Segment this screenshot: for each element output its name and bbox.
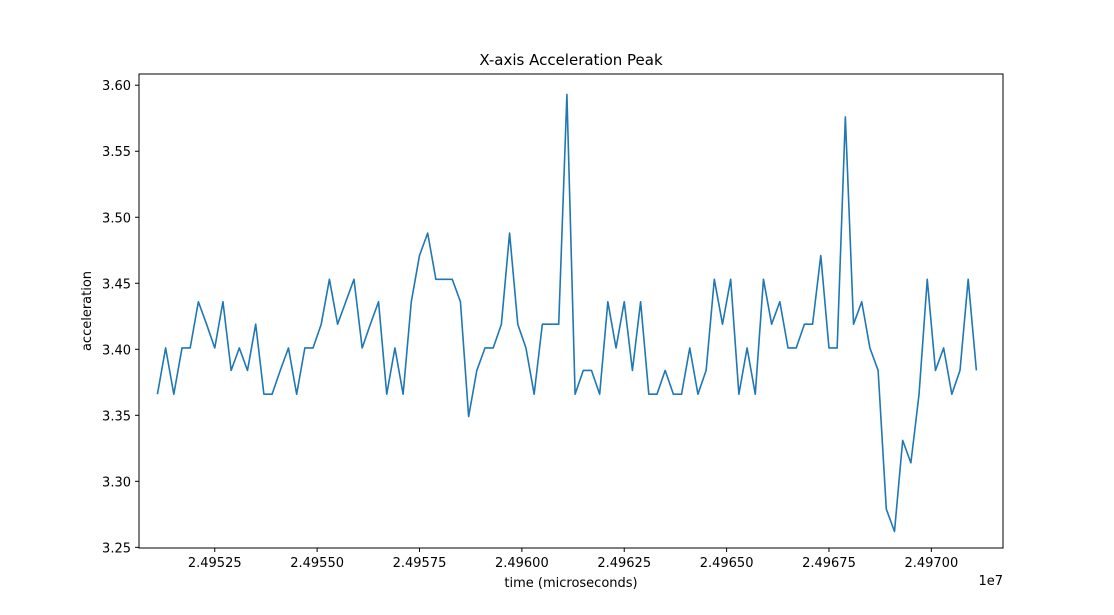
x-tick-label: 2.49600 <box>495 556 549 571</box>
y-tick-label: 3.50 <box>102 211 131 226</box>
x-tick-label: 2.49575 <box>393 556 447 571</box>
y-tick-label: 3.35 <box>102 409 131 424</box>
y-tick-label: 3.60 <box>102 79 131 94</box>
x-tick-label: 2.49550 <box>290 556 344 571</box>
plot-area <box>138 73 1004 549</box>
y-tick-label: 3.40 <box>102 343 131 358</box>
x-tick-label: 2.49675 <box>802 556 856 571</box>
data-series-line <box>156 93 978 533</box>
x-tick-label: 2.49700 <box>904 556 958 571</box>
y-axis: 3.25 3.30 3.35 3.40 3.45 3.50 3.55 3.60 <box>102 79 139 556</box>
y-axis-label: acceleration <box>80 271 95 351</box>
y-tick-label: 3.55 <box>102 145 131 160</box>
x-axis: 2.49525 2.49550 2.49575 2.49600 2.49625 2.496… <box>188 548 958 571</box>
y-tick-label: 3.25 <box>102 541 131 556</box>
chart-title: X-axis Acceleration Peak <box>479 51 663 69</box>
y-tick-label: 3.45 <box>102 277 131 292</box>
x-tick-label: 2.49650 <box>700 556 754 571</box>
y-tick-label: 3.30 <box>102 475 131 490</box>
x-tick-label: 2.49625 <box>597 556 651 571</box>
x-axis-offset-label: 1e7 <box>978 574 1003 589</box>
x-axis-label: time (microseconds) <box>504 576 637 591</box>
x-tick-label: 2.49525 <box>188 556 242 571</box>
